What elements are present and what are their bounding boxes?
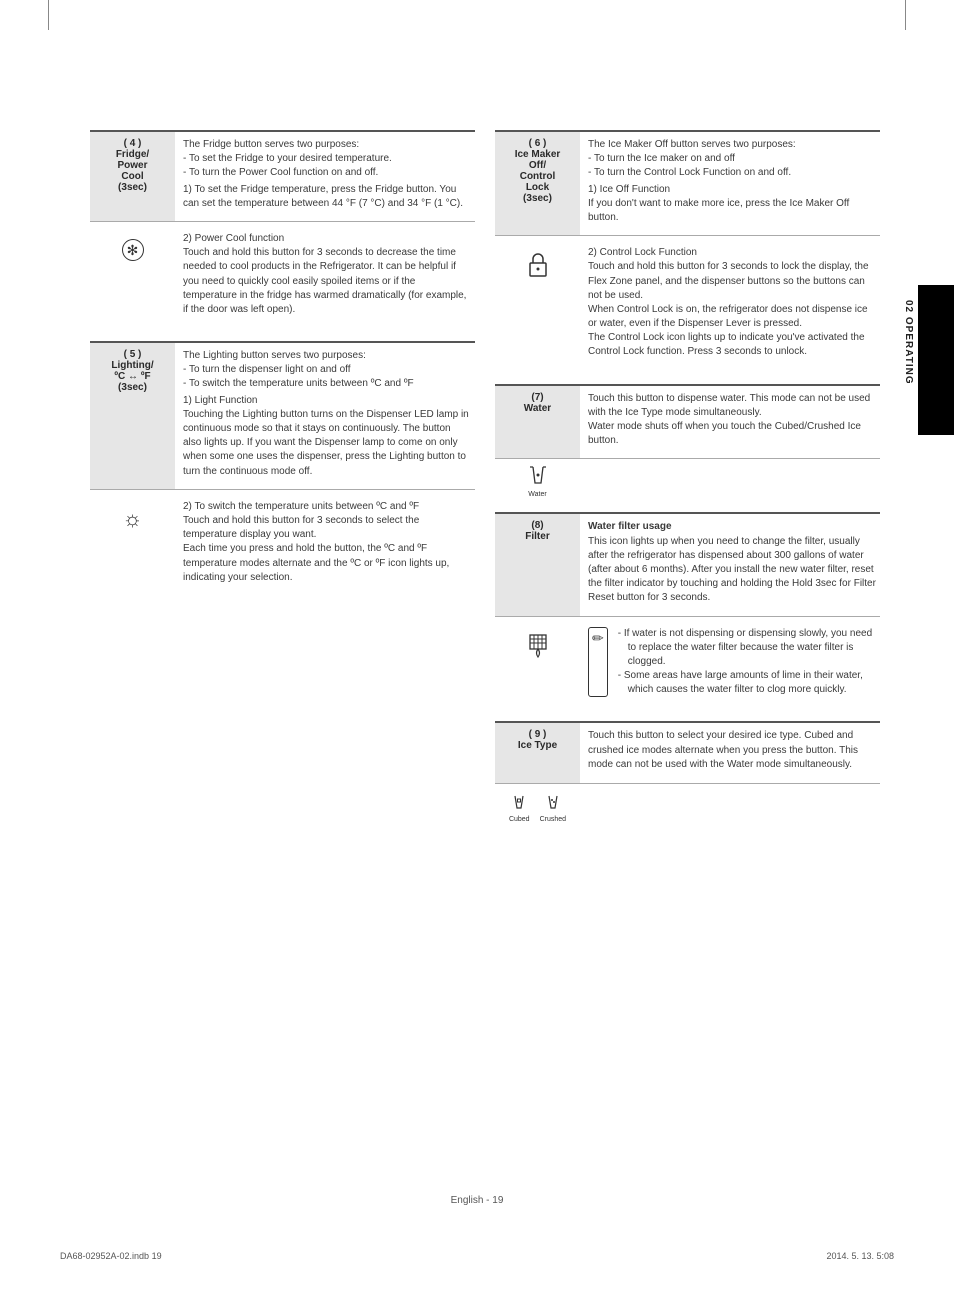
lock-icon xyxy=(495,246,580,284)
body-fridge-bot: 2) Power Cool function Touch and hold th… xyxy=(175,232,475,327)
footer-left: DA68-02952A-02.indb 19 xyxy=(60,1251,162,1261)
footer-right: 2014. 5. 13. 5:08 xyxy=(826,1251,894,1261)
side-tab-text: 02 OPERATING xyxy=(903,300,914,385)
side-tab-bg xyxy=(918,285,954,435)
body-lighting-bot: 2) To switch the temperature units betwe… xyxy=(175,500,475,595)
lighting-icon: ☼ xyxy=(90,500,175,532)
water-icon: Water xyxy=(495,459,580,498)
section-filter: (8) Filter Water filter usage This icon … xyxy=(495,512,880,707)
body-lighting-top: The Lighting button serves two purposes:… xyxy=(175,343,475,489)
body-icetype: Touch this button to select your desired… xyxy=(580,723,880,783)
footer: DA68-02952A-02.indb 19 2014. 5. 13. 5:08 xyxy=(60,1251,894,1261)
crop-mark xyxy=(905,0,906,30)
body-lock-top: The Ice Maker Off button serves two purp… xyxy=(580,132,880,235)
body-lock-bot: 2) Control Lock Function Touch and hold … xyxy=(580,246,880,370)
section-icetype: ( 9 ) Ice Type Touch this button to sele… xyxy=(495,721,880,823)
head-lighting: ( 5 ) Lighting/ ºC ↔ ºF (3sec) xyxy=(90,343,175,489)
head-water: (7) Water xyxy=(495,386,580,459)
section-water: (7) Water Touch this button to dispense … xyxy=(495,384,880,499)
left-column: ( 4 ) Fridge/ Power Cool (3sec) The Frid… xyxy=(90,130,475,823)
page-number: English - 19 xyxy=(0,1195,954,1206)
section-lock: ( 6 ) Ice Maker Off/ Control Lock (3sec)… xyxy=(495,130,880,370)
section-fridge: ( 4 ) Fridge/ Power Cool (3sec) The Frid… xyxy=(90,130,475,327)
note-icon: ✏ xyxy=(588,627,608,698)
body-water: Touch this button to dispense water. Thi… xyxy=(580,386,880,459)
right-column: ( 6 ) Ice Maker Off/ Control Lock (3sec)… xyxy=(495,130,880,823)
head-filter: (8) Filter xyxy=(495,514,580,615)
body-fridge-top: The Fridge button serves two purposes: T… xyxy=(175,132,475,221)
power-cool-icon: ✻ xyxy=(90,232,175,261)
body-filter-top: Water filter usage This icon lights up w… xyxy=(580,514,880,615)
head-icetype: ( 9 ) Ice Type xyxy=(495,723,580,783)
crop-mark xyxy=(48,0,49,30)
head-fridge: ( 4 ) Fridge/ Power Cool (3sec) xyxy=(90,132,175,221)
page-content: ( 4 ) Fridge/ Power Cool (3sec) The Frid… xyxy=(90,130,880,823)
section-lighting: ( 5 ) Lighting/ ºC ↔ ºF (3sec) The Light… xyxy=(90,341,475,595)
icetype-icons: Cubed Crushed xyxy=(495,788,580,823)
head-lock: ( 6 ) Ice Maker Off/ Control Lock (3sec) xyxy=(495,132,580,235)
body-filter-note: ✏ If water is not dispensing or dispensi… xyxy=(580,627,880,708)
filter-icon xyxy=(495,627,580,665)
